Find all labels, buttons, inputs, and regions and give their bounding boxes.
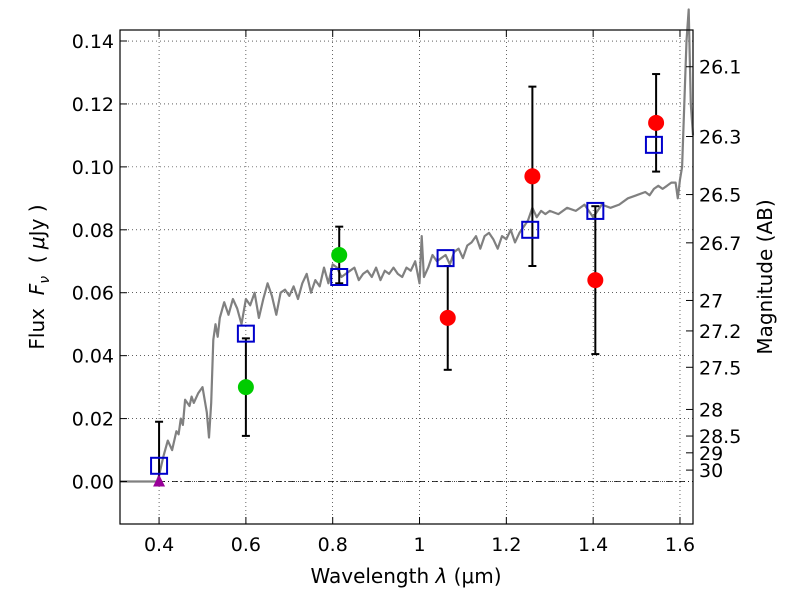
- x-tick-label-0: 0.4: [144, 534, 174, 556]
- mag-tick-label-8: 28.5: [699, 426, 741, 448]
- observed-red-point-1: [524, 168, 541, 185]
- mag-tick-label-5: 27.2: [699, 321, 741, 343]
- y-axis-title-symbol: F: [25, 283, 49, 295]
- y-tick-label-5: 0.10: [72, 157, 114, 179]
- plot-frame: [119, 29, 694, 525]
- observed-green-point-1: [331, 246, 348, 263]
- mag-tick-label-6: 27.5: [699, 357, 741, 379]
- data-markers: [150, 114, 665, 487]
- x-tick-label-2: 0.8: [318, 534, 348, 556]
- x-axis-title-symbol: λ: [434, 564, 447, 588]
- y-tick-label-2: 0.04: [72, 346, 114, 368]
- upper-limit-triangle-0: [153, 474, 166, 487]
- y-tick-label-4: 0.08: [72, 220, 114, 242]
- x-axis-title-unit: (μm): [447, 564, 501, 588]
- y2-axis-title: Magnitude (AB): [753, 199, 777, 354]
- mag-tick-label-2: 26.5: [699, 185, 741, 207]
- y-tick-label-1: 0.02: [72, 409, 114, 431]
- y-axis-title-unit-close: Jy ): [25, 204, 49, 238]
- mag-tick-label-10: 30: [699, 460, 723, 482]
- model-spectrum-line: [120, 8, 695, 483]
- y-axis-title: Flux Fν ( μJy ): [25, 204, 53, 349]
- y-axis-title-subscript: ν: [37, 276, 53, 284]
- model-photometry-square-6: [644, 135, 663, 154]
- x-axis-title-prefix: Wavelength: [310, 564, 435, 588]
- mag-tick-label-4: 27: [699, 290, 723, 312]
- model-photometry-square-4: [521, 220, 540, 239]
- observed-green-point-0: [237, 379, 254, 396]
- mag-tick-label-7: 28: [699, 399, 723, 421]
- observed-red-point-3: [648, 114, 665, 131]
- x-axis-title: Wavelength λ (μm): [310, 564, 501, 588]
- observed-red-point-2: [587, 272, 604, 289]
- x-tick-label-5: 1.4: [578, 534, 608, 556]
- x-tick-label-6: 1.6: [665, 534, 695, 556]
- observed-red-point-0: [439, 309, 456, 326]
- model-photometry-square-0: [150, 456, 169, 475]
- y-axis-title-unit-open: (: [25, 249, 49, 276]
- model-photometry-square-3: [436, 249, 455, 268]
- axis-ticks: 0.4 0.6 0.8 1 1.2 1.4 1.6 0.00 0.02 0.04 0.06 0.08 0…: [72, 30, 741, 556]
- mag-tick-label-1: 26.3: [699, 127, 741, 149]
- x-tick-label-1: 0.6: [231, 534, 261, 556]
- y-tick-label-0: 0.00: [72, 472, 114, 494]
- y-tick-label-3: 0.06: [72, 283, 114, 305]
- model-spectrum-layer: [120, 8, 695, 483]
- y-tick-label-7: 0.14: [72, 31, 114, 53]
- mag-tick-label-0: 26.1: [699, 57, 741, 79]
- x-tick-label-3: 1: [413, 534, 425, 556]
- x-tick-label-4: 1.2: [491, 534, 521, 556]
- y-axis-title-unit-mu: μ: [25, 236, 49, 250]
- model-photometry-square-5: [586, 201, 605, 220]
- y-axis-title-prefix: Flux: [25, 295, 49, 349]
- mag-tick-label-9: 29: [699, 443, 723, 465]
- y-tick-label-6: 0.12: [72, 94, 114, 116]
- model-photometry-square-2: [330, 268, 349, 286]
- model-photometry-square-1: [236, 324, 255, 343]
- mag-tick-label-3: 26.7: [699, 233, 741, 255]
